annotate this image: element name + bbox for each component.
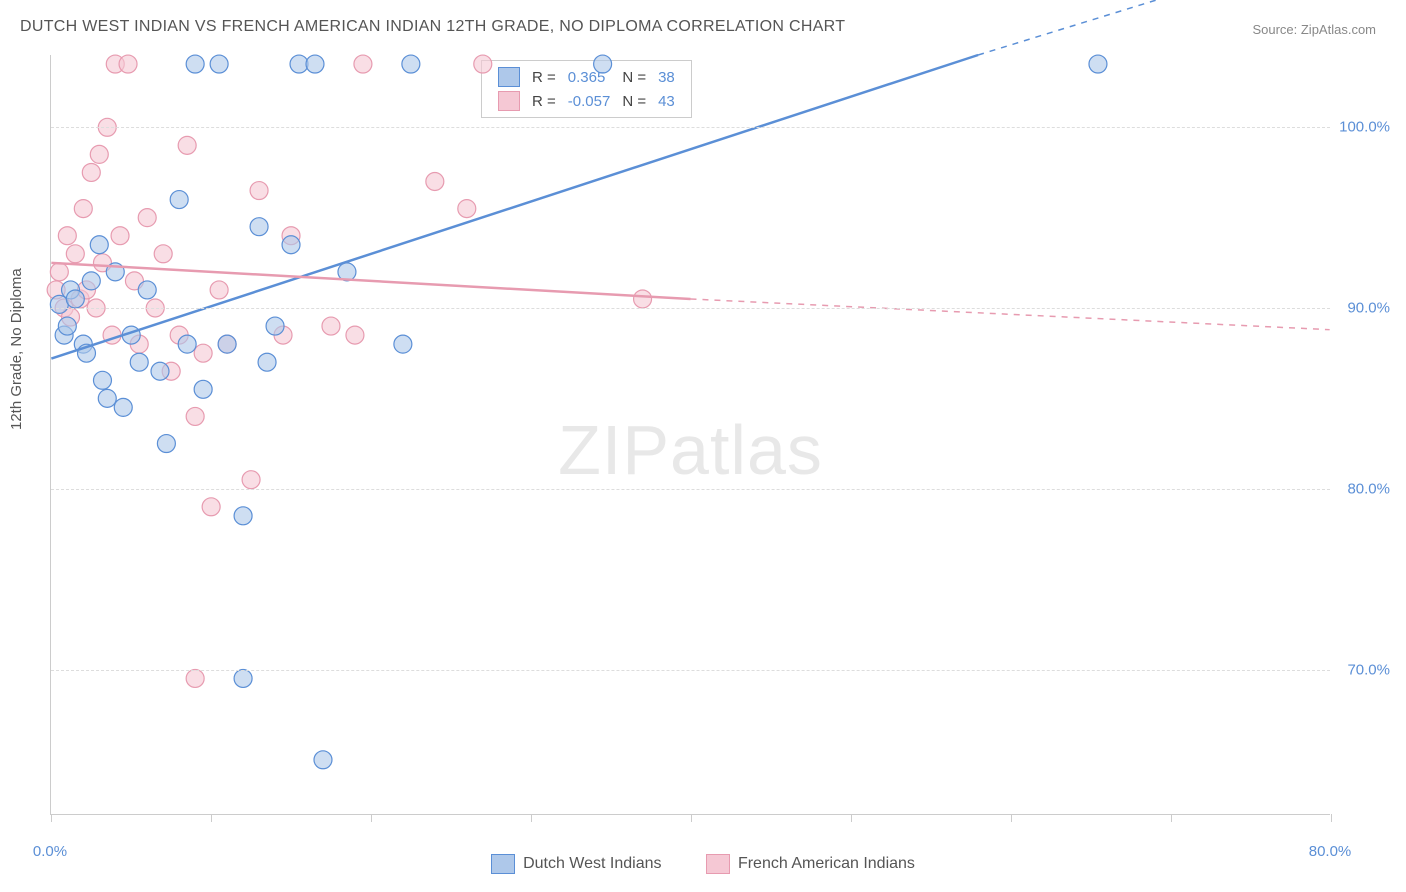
legend-item: French American Indians	[706, 854, 915, 874]
y-tick-label: 100.0%	[1335, 119, 1390, 136]
trend-line	[51, 55, 978, 359]
scatter-point	[210, 55, 228, 73]
y-tick-label: 90.0%	[1335, 300, 1390, 317]
scatter-point	[119, 55, 137, 73]
y-tick-label: 70.0%	[1335, 662, 1390, 679]
chart-plot-area: ZIPatlas R = 0.365 N = 38 R = -0.057 N =…	[50, 55, 1330, 815]
x-tick	[51, 814, 52, 822]
scatter-point	[234, 507, 252, 525]
scatter-point	[594, 55, 612, 73]
scatter-point	[66, 290, 84, 308]
scatter-point	[202, 498, 220, 516]
scatter-point	[178, 136, 196, 154]
scatter-point	[290, 55, 308, 73]
scatter-point	[186, 55, 204, 73]
scatter-point	[402, 55, 420, 73]
scatter-point	[58, 227, 76, 245]
scatter-point	[346, 326, 364, 344]
x-tick-label: 80.0%	[1309, 843, 1352, 860]
scatter-point	[93, 371, 111, 389]
scatter-point	[178, 335, 196, 353]
scatter-point	[458, 200, 476, 218]
x-tick	[211, 814, 212, 822]
scatter-point	[98, 389, 116, 407]
scatter-point	[250, 182, 268, 200]
legend-label: French American Indians	[738, 855, 915, 872]
scatter-point	[266, 317, 284, 335]
scatter-point	[170, 191, 188, 209]
scatter-point	[194, 344, 212, 362]
scatter-point	[474, 55, 492, 73]
x-tick	[1171, 814, 1172, 822]
x-tick	[1011, 814, 1012, 822]
scatter-point	[157, 435, 175, 453]
scatter-point	[90, 145, 108, 163]
scatter-point	[114, 398, 132, 416]
scatter-point	[130, 353, 148, 371]
gridline	[51, 489, 1330, 490]
y-axis-label: 12th Grade, No Diploma	[8, 268, 25, 430]
scatter-point	[82, 272, 100, 290]
scatter-point	[194, 380, 212, 398]
scatter-point	[210, 281, 228, 299]
scatter-point	[426, 173, 444, 191]
x-tick	[1331, 814, 1332, 822]
scatter-point	[90, 236, 108, 254]
chart-title: DUTCH WEST INDIAN VS FRENCH AMERICAN IND…	[20, 18, 845, 36]
scatter-point	[354, 55, 372, 73]
scatter-point	[154, 245, 172, 263]
scatter-point	[234, 669, 252, 687]
scatter-point	[66, 245, 84, 263]
scatter-point	[186, 407, 204, 425]
legend-label: Dutch West Indians	[523, 855, 661, 872]
scatter-point	[394, 335, 412, 353]
legend-item: Dutch West Indians	[491, 854, 661, 874]
scatter-point	[138, 281, 156, 299]
scatter-point	[282, 236, 300, 254]
scatter-point	[250, 218, 268, 236]
gridline	[51, 670, 1330, 671]
scatter-svg	[51, 55, 1330, 814]
scatter-point	[74, 200, 92, 218]
scatter-point	[218, 335, 236, 353]
scatter-point	[258, 353, 276, 371]
x-tick	[531, 814, 532, 822]
scatter-point	[138, 209, 156, 227]
scatter-point	[186, 669, 204, 687]
gridline	[51, 308, 1330, 309]
scatter-point	[322, 317, 340, 335]
legend-swatch-blue-icon	[491, 854, 515, 874]
scatter-point	[1089, 55, 1107, 73]
x-tick	[851, 814, 852, 822]
scatter-point	[58, 317, 76, 335]
scatter-point	[151, 362, 169, 380]
x-tick	[691, 814, 692, 822]
y-tick-label: 80.0%	[1335, 481, 1390, 498]
scatter-point	[306, 55, 324, 73]
legend-swatch-pink-icon	[706, 854, 730, 874]
x-tick-label: 0.0%	[33, 843, 67, 860]
trend-line-extrapolated	[691, 299, 1330, 330]
source-attribution: Source: ZipAtlas.com	[1252, 22, 1376, 37]
series-legend: Dutch West Indians French American India…	[0, 854, 1406, 874]
gridline	[51, 127, 1330, 128]
scatter-point	[111, 227, 129, 245]
x-tick	[371, 814, 372, 822]
scatter-point	[82, 163, 100, 181]
scatter-point	[50, 263, 68, 281]
scatter-point	[634, 290, 652, 308]
scatter-point	[242, 471, 260, 489]
scatter-point	[314, 751, 332, 769]
